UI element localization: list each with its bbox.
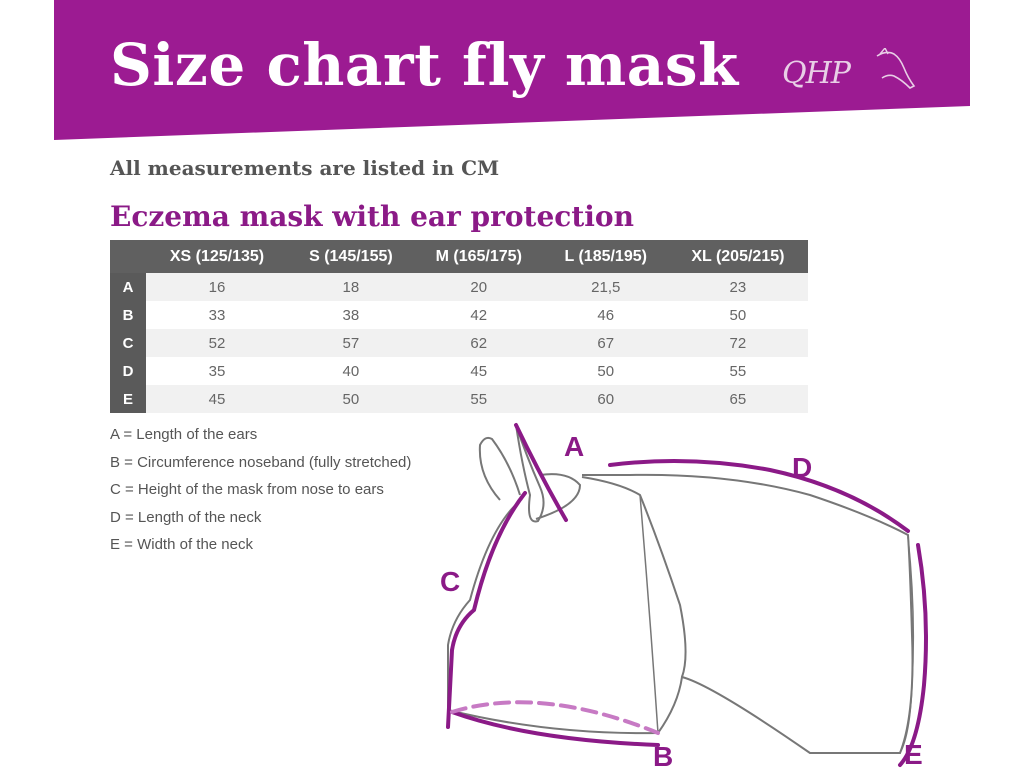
- table-cell: 72: [667, 329, 808, 357]
- size-table: XS (125/135) S (145/155) M (165/175) L (…: [110, 240, 808, 413]
- table-cell: 65: [667, 385, 808, 413]
- column-header: S (145/155): [287, 240, 414, 273]
- table-row: B 33 38 42 46 50: [110, 301, 808, 329]
- measure-b-front-line: [450, 710, 660, 747]
- label-d: D: [792, 452, 812, 483]
- table-cell: 55: [667, 357, 808, 385]
- table-cell: 45: [413, 357, 544, 385]
- table-cell: 50: [667, 301, 808, 329]
- mask-inner-line: [581, 476, 687, 678]
- legend-item: C = Height of the mask from nose to ears: [110, 481, 384, 498]
- table-cell: 38: [287, 301, 414, 329]
- units-note: All measurements are listed in CM: [110, 156, 500, 180]
- mask-edge-line: [899, 536, 915, 754]
- measure-a-line: [514, 423, 568, 522]
- measurement-legend: A = Length of the ears B = Circumference…: [110, 425, 411, 563]
- table-cell: 40: [287, 357, 414, 385]
- table-cell: 67: [543, 329, 668, 357]
- column-header: M (165/175): [413, 240, 544, 273]
- label-c: C: [440, 566, 460, 597]
- column-header: XL (205/215): [667, 240, 808, 273]
- row-label: B: [110, 301, 146, 329]
- table-cell: 50: [287, 385, 414, 413]
- legend-item: E = Width of the neck: [110, 536, 253, 553]
- table-row: D 35 40 45 50 55: [110, 357, 808, 385]
- row-label: D: [110, 357, 146, 385]
- table-corner-cell: [110, 240, 146, 273]
- table-cell: 21,5: [543, 273, 668, 301]
- mask-outline: [447, 473, 914, 754]
- table-row: E 45 50 55 60 65: [110, 385, 808, 413]
- label-a: A: [564, 431, 584, 462]
- fly-mask-diagram: A D C B E: [440, 423, 928, 768]
- measure-c-line: [446, 491, 527, 729]
- table-cell: 55: [413, 385, 544, 413]
- table-cell: 20: [413, 273, 544, 301]
- table-row: C 52 57 62 67 72: [110, 329, 808, 357]
- measure-b-back-line: [450, 700, 660, 735]
- table-cell: 42: [413, 301, 544, 329]
- table-header-row: XS (125/135) S (145/155) M (165/175) L (…: [110, 240, 808, 273]
- table-cell: 46: [543, 301, 668, 329]
- measure-e-line: [898, 543, 928, 767]
- table-cell: 50: [543, 357, 668, 385]
- column-header: XS (125/135): [146, 240, 288, 273]
- header-band: [54, 0, 970, 140]
- legend-item: D = Length of the neck: [110, 508, 262, 526]
- table-row: A 16 18 20 21,5 23: [110, 273, 808, 301]
- table-cell: 23: [667, 273, 808, 301]
- table-cell: 16: [146, 273, 288, 301]
- legend-item: A = Length of the ears: [110, 426, 258, 443]
- column-header: L (185/195): [543, 240, 668, 273]
- table-cell: 60: [543, 385, 668, 413]
- measure-d-line: [608, 459, 910, 533]
- brand-logo-text: QHP: [782, 56, 851, 91]
- legend-item: B = Circumference noseband (fully stretc…: [110, 453, 412, 471]
- table-cell: 57: [287, 329, 414, 357]
- table-cell: 35: [146, 357, 288, 385]
- table-cell: 45: [146, 385, 288, 413]
- row-label: E: [110, 385, 146, 413]
- front-ear-base: [535, 473, 582, 520]
- table-cell: 62: [413, 329, 544, 357]
- row-label: C: [110, 329, 146, 357]
- label-e: E: [904, 739, 923, 768]
- table-title: Eczema mask with ear protection: [110, 200, 634, 233]
- table-cell: 52: [146, 329, 288, 357]
- mask-inner-line: [639, 494, 659, 734]
- label-b: B: [653, 741, 673, 768]
- page-title: Size chart fly mask: [110, 31, 739, 99]
- brand-logo-icon: [876, 48, 916, 89]
- row-label: A: [110, 273, 146, 301]
- table-cell: 33: [146, 301, 288, 329]
- back-ear-outline: [478, 436, 521, 501]
- table-cell: 18: [287, 273, 414, 301]
- front-ear-outline: [515, 424, 545, 523]
